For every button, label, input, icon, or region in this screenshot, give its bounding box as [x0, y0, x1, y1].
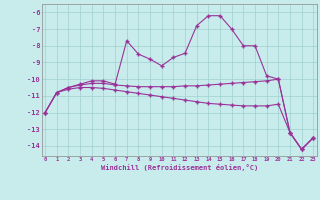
X-axis label: Windchill (Refroidissement éolien,°C): Windchill (Refroidissement éolien,°C) — [100, 164, 258, 171]
